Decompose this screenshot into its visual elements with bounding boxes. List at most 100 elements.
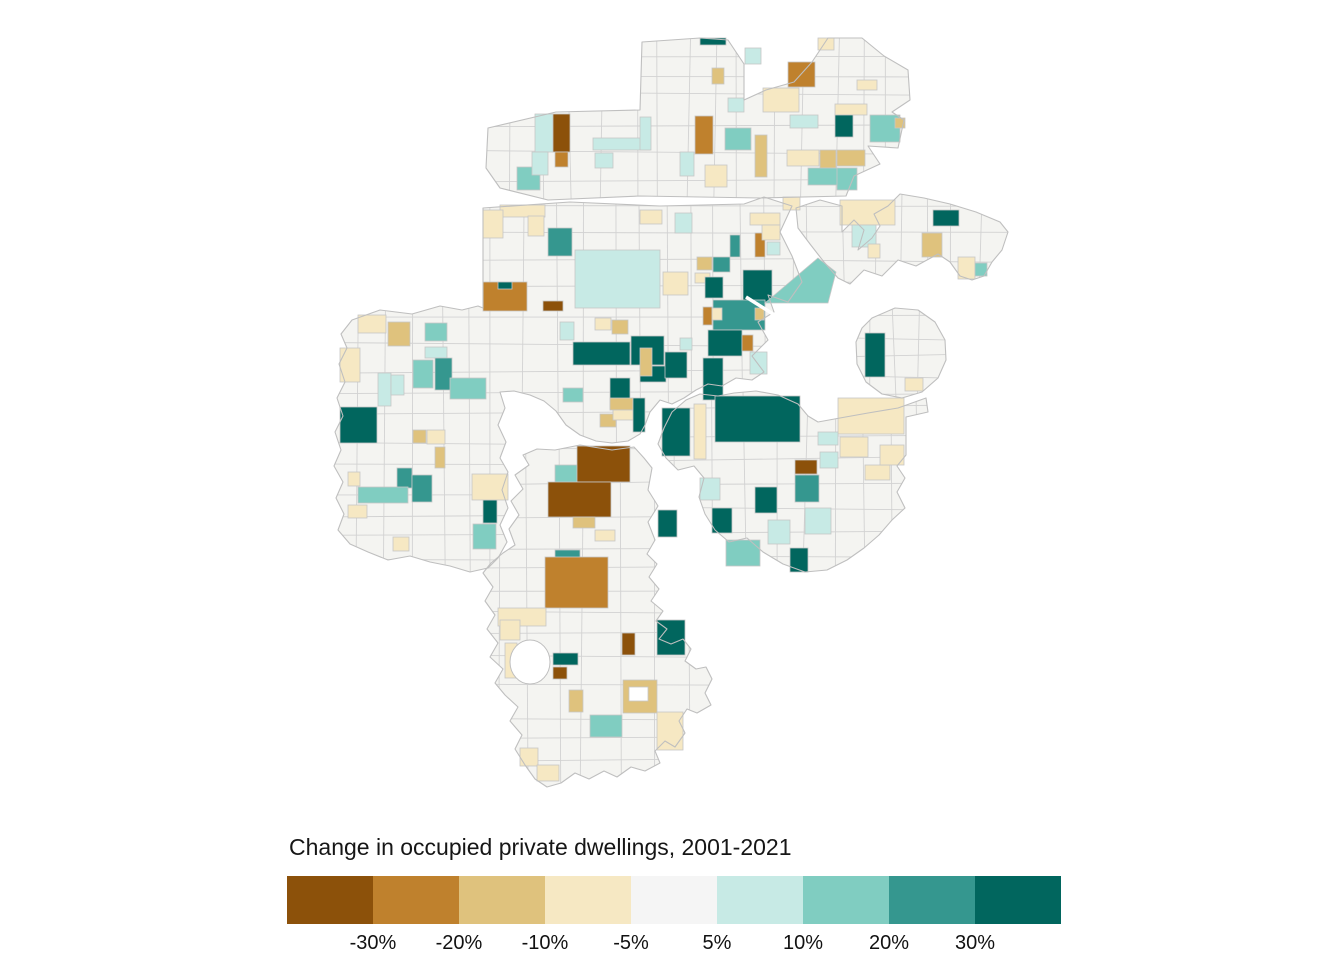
map-cell [482,209,504,239]
map-cell [568,689,584,713]
map-cell [702,357,724,401]
map-cell [594,152,614,169]
map-cell [547,481,612,518]
map-cell [749,351,768,375]
map-cell [347,471,361,487]
map-cell [611,319,629,335]
map-cell [727,97,745,113]
map-cell [819,149,837,169]
map-cell [411,474,433,503]
map-cell [544,556,609,609]
map-cell [531,151,549,176]
map-cell [767,519,791,545]
map-cell [424,322,448,342]
map-cell [702,306,713,326]
bridge-water-gap [745,295,801,333]
map-cell [707,329,743,357]
map-cell [711,507,733,534]
map-cell [754,232,766,258]
map-cell [714,395,801,443]
enclave-hole [628,686,649,702]
map-cell [786,149,820,167]
map-cell [599,413,617,428]
map-cell [974,262,988,277]
map-cell [392,536,410,552]
map-cell [426,429,446,445]
map-cell [789,114,819,129]
map-cell [761,224,781,241]
lagoon [509,639,551,685]
map-cell [347,504,368,519]
map-cell [834,114,854,138]
map-cell [387,321,411,347]
map-cell [594,317,612,331]
map-cell [696,256,713,271]
map-cell [572,341,631,366]
map-cell [836,149,866,167]
map-cell [851,224,877,248]
map-cell [547,227,573,257]
map-cell [536,764,560,782]
map-cell [754,307,765,321]
map-cell [594,529,616,542]
map-cell [704,164,728,188]
map-cell [856,79,878,91]
map-cell [390,374,405,396]
map-cell [662,271,689,296]
map-cell [434,446,446,469]
map-cell [574,249,661,309]
map-cell [589,714,623,738]
map-cell [894,117,906,129]
map-cell [471,473,509,501]
map-cell [834,103,868,116]
map-cell [572,516,596,529]
map-cell [357,314,387,334]
map-cell [762,87,800,113]
map-cell [741,334,754,352]
map-cell [699,37,727,46]
map-cell [837,397,905,435]
map-cell [693,403,707,460]
map-cell [679,151,695,177]
map-cell [661,407,691,457]
map-cell [836,167,858,191]
map-cell [554,151,569,168]
map-cell [424,346,448,359]
map-cell [711,67,725,85]
map-cell [839,436,869,458]
map-cell [879,444,905,466]
map-cell [794,474,820,503]
map-cell [559,321,575,341]
map-cell [542,300,564,312]
map-cell [699,477,721,501]
map-cell [867,243,881,259]
map-cell [434,357,453,391]
chart-title: Change in occupied private dwellings, 20… [289,834,792,860]
map-cell [679,337,693,351]
map-cell [864,464,891,481]
map-cell [339,347,361,383]
map-cell [639,116,652,151]
map-cell [377,372,392,407]
map-cell [819,451,839,469]
coast-island [855,307,947,399]
map-cell [763,257,837,304]
map-cell [576,445,631,483]
map-cell [621,632,636,656]
map-cell [449,377,487,400]
map-colored-regions [339,37,988,782]
map-cell [787,61,816,88]
map-cell [725,539,761,567]
map-cell [396,467,413,489]
map-cell [921,232,943,258]
map-cell [789,547,809,573]
map-cell [609,397,634,411]
map-cell [744,47,762,65]
map-cell [632,397,646,433]
map-coastline [333,37,1009,788]
map-cell [711,307,723,321]
map-cell [552,652,579,666]
map-cell [724,127,752,151]
map-cell [639,209,663,225]
